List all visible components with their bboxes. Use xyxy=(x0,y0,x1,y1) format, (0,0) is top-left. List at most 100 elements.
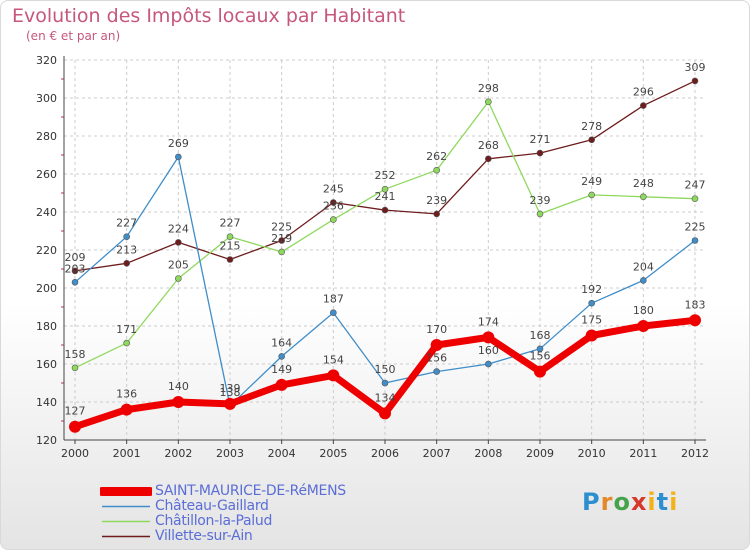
data-point xyxy=(379,407,391,420)
data-label: 227 xyxy=(116,217,137,230)
data-label: 224 xyxy=(168,222,189,235)
data-label: 139 xyxy=(220,382,241,395)
y-tick-label: 200 xyxy=(36,282,57,295)
data-label: 278 xyxy=(581,120,602,133)
x-tick-label: 2000 xyxy=(61,447,89,460)
data-label: 203 xyxy=(65,262,86,275)
data-label: 192 xyxy=(581,283,602,296)
y-tick-label: 160 xyxy=(36,358,57,371)
data-label: 269 xyxy=(168,137,189,150)
data-point xyxy=(175,239,182,246)
data-point xyxy=(536,149,544,157)
data-label: 245 xyxy=(323,183,344,196)
x-tick-label: 2005 xyxy=(319,447,347,460)
data-point xyxy=(71,364,79,372)
data-point xyxy=(175,275,182,282)
data-label: 174 xyxy=(478,315,499,328)
data-label: 138 xyxy=(220,386,241,399)
x-tick-label: 2007 xyxy=(423,447,451,460)
data-label: 183 xyxy=(685,298,706,311)
data-label: 160 xyxy=(478,344,499,357)
legend-swatch-chateau-gaillard xyxy=(102,505,150,508)
data-point xyxy=(330,309,337,317)
data-label: 140 xyxy=(168,380,189,393)
data-label: 149 xyxy=(271,363,292,376)
data-point xyxy=(640,102,647,109)
data-point xyxy=(381,185,389,193)
data-point xyxy=(640,193,647,201)
data-point xyxy=(485,360,492,368)
legend-label-saint-maurice: SAINT-MAURICE-DE-RéMENS xyxy=(155,483,346,499)
data-point xyxy=(172,396,185,408)
data-point xyxy=(175,153,182,161)
data-label: 156 xyxy=(530,350,551,363)
data-label: 168 xyxy=(530,329,551,342)
data-point xyxy=(71,267,79,275)
data-point xyxy=(226,256,234,263)
data-label: 164 xyxy=(271,336,292,349)
data-point xyxy=(534,365,546,378)
legend-swatch-chatillon-la-palud xyxy=(102,520,150,523)
data-point xyxy=(327,369,340,382)
y-tick-label: 120 xyxy=(36,434,57,447)
data-point xyxy=(482,331,495,344)
data-point xyxy=(536,210,544,218)
data-point xyxy=(689,314,701,327)
data-point xyxy=(278,248,285,256)
data-label: 170 xyxy=(426,323,447,336)
data-label: 296 xyxy=(633,86,654,99)
data-label: 219 xyxy=(271,232,292,245)
y-tick-label: 140 xyxy=(36,396,57,409)
data-label: 175 xyxy=(581,314,602,327)
x-tick-label: 2009 xyxy=(526,447,554,460)
data-label: 236 xyxy=(323,200,344,213)
data-point xyxy=(330,216,337,223)
data-label: 239 xyxy=(426,194,447,207)
data-point xyxy=(123,259,130,267)
data-label: 271 xyxy=(530,133,551,146)
data-label: 248 xyxy=(633,177,654,190)
data-label: 156 xyxy=(426,352,447,365)
x-tick-label: 2001 xyxy=(113,447,141,460)
y-tick-label: 240 xyxy=(36,206,57,219)
legend-label-chateau-gaillard: Château-Gaillard xyxy=(155,498,269,514)
data-label: 171 xyxy=(116,323,137,336)
legend-label-chatillon-la-palud: Châtillon-la-Palud xyxy=(155,513,273,529)
proxiti-logo: Proxiti xyxy=(582,488,679,516)
y-tick-label: 220 xyxy=(36,244,57,257)
data-point xyxy=(71,278,79,286)
data-point xyxy=(485,155,492,163)
data-label: 241 xyxy=(375,190,396,203)
data-label: 213 xyxy=(116,243,137,256)
x-tick-label: 2010 xyxy=(578,447,606,460)
x-tick-label: 2004 xyxy=(268,447,296,460)
x-tick-label: 2002 xyxy=(164,447,192,460)
data-label: 309 xyxy=(685,61,706,74)
data-point xyxy=(637,320,650,332)
legend-label-villette-sur-ain: Villette-sur-Ain xyxy=(155,528,253,544)
data-point xyxy=(433,210,440,218)
data-point xyxy=(278,353,285,360)
y-tick-label: 180 xyxy=(36,320,57,333)
chart-subtitle: (en € et par an) xyxy=(26,29,121,43)
data-point xyxy=(224,397,236,410)
data-label: 249 xyxy=(581,175,602,188)
data-label: 209 xyxy=(65,251,86,264)
data-label: 205 xyxy=(168,259,189,272)
y-tick-label: 280 xyxy=(36,130,57,143)
data-label: 268 xyxy=(478,139,499,152)
data-label: 252 xyxy=(375,169,396,182)
data-label: 127 xyxy=(65,405,86,418)
legend-swatch-villette-sur-ain xyxy=(102,535,150,538)
data-label: 262 xyxy=(426,150,447,163)
y-tick-label: 320 xyxy=(36,54,57,67)
data-label: 204 xyxy=(633,260,654,273)
data-point xyxy=(588,191,595,199)
data-point xyxy=(381,379,389,387)
data-point xyxy=(588,299,595,307)
data-label: 225 xyxy=(685,221,706,234)
chart-title: Evolution des Impôts locaux par Habitant xyxy=(12,5,406,27)
data-point xyxy=(278,237,285,244)
data-point xyxy=(120,403,133,416)
